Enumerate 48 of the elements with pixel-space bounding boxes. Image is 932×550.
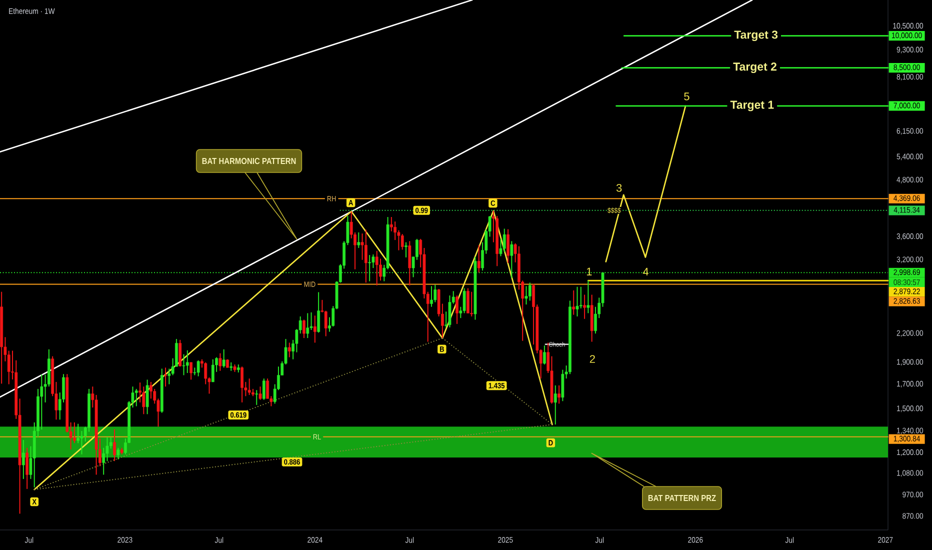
annotation: BAT HARMONIC PATTERN bbox=[202, 158, 296, 164]
data-label: 4,115.34 bbox=[894, 207, 920, 214]
x-tick-label: 2025 bbox=[498, 537, 513, 543]
data-label: 2,879.22 bbox=[894, 288, 920, 296]
series-label: Target 1 bbox=[730, 100, 774, 112]
y-tick-label: 10,500.00 bbox=[893, 22, 924, 30]
y-tick-label: 1,700.00 bbox=[897, 380, 924, 388]
ref-line-label: 4,369.06 bbox=[894, 195, 920, 202]
x-tick-label: Jul bbox=[24, 537, 34, 543]
x-tick-label: 2023 bbox=[118, 537, 132, 543]
data-label: 7,000.00 bbox=[894, 102, 920, 110]
text: Ethereum · 1W bbox=[9, 8, 55, 14]
y-tick-label: 1,080.00 bbox=[897, 470, 924, 477]
y-tick-label: 6,150.00 bbox=[896, 128, 924, 135]
text: 08:30:57 bbox=[894, 279, 920, 286]
ref-line-label: 2,998.69 bbox=[894, 269, 920, 276]
ref-line-label: 1,300.84 bbox=[894, 436, 920, 442]
y-tick-label: 2,200.00 bbox=[896, 330, 924, 337]
y-tick-label: 1,340.00 bbox=[897, 428, 924, 434]
y-tick-label: 4,800.00 bbox=[896, 176, 924, 184]
x-tick-label: 2026 bbox=[688, 537, 703, 543]
annotation: BAT PATTERN PRZ bbox=[648, 495, 716, 501]
y-tick-label: 8,100.00 bbox=[896, 74, 924, 81]
series-label: Target 2 bbox=[733, 62, 776, 74]
annotation: 4 bbox=[642, 268, 648, 276]
data-label: 10,000.00 bbox=[892, 32, 922, 40]
series-label: Target 3 bbox=[734, 30, 778, 42]
x-tick-label: 2024 bbox=[308, 537, 322, 543]
x-tick-label: Jul bbox=[405, 537, 414, 543]
annotation: 5 bbox=[684, 92, 690, 100]
annotation: 1 bbox=[586, 268, 592, 276]
annotation: 2 bbox=[590, 355, 595, 363]
y-tick-label: 1,500.00 bbox=[897, 406, 924, 412]
y-tick-label: 3,200.00 bbox=[896, 256, 924, 264]
x-tick-label: 2027 bbox=[878, 537, 893, 543]
annotation: 3 bbox=[616, 184, 622, 192]
y-tick-label: 3,600.00 bbox=[896, 233, 924, 240]
x-tick-label: Jul bbox=[595, 537, 604, 543]
x-tick-label: Jul bbox=[785, 537, 794, 543]
y-tick-label: 870.00 bbox=[902, 513, 924, 519]
ref-line-label: 2,826.63 bbox=[894, 298, 920, 305]
y-tick-label: 1,200.00 bbox=[897, 449, 924, 456]
y-tick-label: 1,900.00 bbox=[897, 359, 924, 366]
data-label: 8,500.00 bbox=[894, 64, 920, 72]
y-tick-label: 9,300.00 bbox=[896, 46, 924, 54]
y-tick-label: 5,400.00 bbox=[896, 154, 924, 160]
y-tick-label: 970.00 bbox=[902, 492, 924, 498]
x-tick-label: Jul bbox=[214, 537, 224, 543]
